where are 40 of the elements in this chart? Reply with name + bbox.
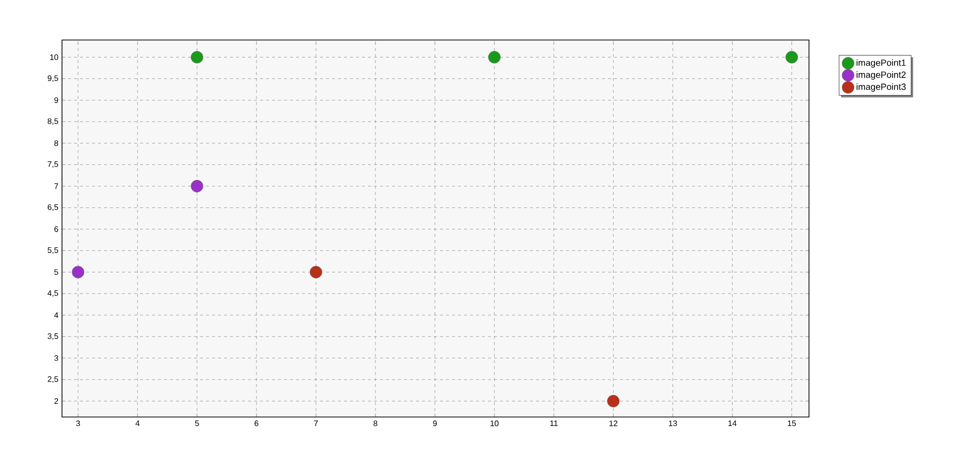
y-tick-label: 5,5 — [48, 247, 58, 254]
legend-label: imagePoint2 — [856, 71, 906, 80]
x-tick-label: 14 — [728, 420, 736, 426]
point — [488, 50, 501, 64]
y-tick-label: 9 — [54, 97, 58, 104]
legend-label: imagePoint1 — [856, 59, 906, 68]
y-tick-label: 9,5 — [48, 75, 58, 82]
x-tick-label: 6 — [254, 420, 258, 426]
y-tick-label: 10 — [50, 54, 58, 60]
point — [190, 180, 204, 192]
x-tick-label: 3 — [76, 420, 80, 426]
y-tick-label: 5 — [54, 269, 58, 275]
x-tick-label: 7 — [314, 420, 318, 426]
x-tick-label: 9 — [433, 420, 437, 426]
x-tick-label: 12 — [609, 420, 618, 426]
y-tick-label: 7,5 — [48, 161, 58, 168]
y-tick-label: 6,5 — [48, 204, 58, 211]
point — [310, 266, 322, 278]
point — [786, 50, 798, 64]
y-tick-label: 4 — [54, 312, 58, 318]
y-tick-label: 8,5 — [48, 118, 58, 125]
point — [607, 394, 620, 408]
y-tick-label: 7 — [54, 183, 58, 189]
y-tick-label: 3,5 — [48, 333, 58, 340]
x-tick-label: 13 — [668, 420, 677, 426]
x-tick-label: 5 — [195, 420, 199, 426]
y-tick-label: 4,5 — [48, 290, 58, 297]
x-tick-label: 4 — [136, 420, 140, 426]
x-tick-label: 15 — [788, 420, 796, 426]
point — [190, 50, 204, 64]
y-tick-label: 8 — [54, 140, 58, 146]
y-tick-label: 2,5 — [48, 376, 58, 383]
point — [72, 266, 84, 278]
y-tick-label: 6 — [54, 226, 58, 232]
x-tick-label: 10 — [490, 420, 499, 426]
x-tick-label: 8 — [374, 420, 378, 426]
y-tick-label: 3 — [54, 355, 58, 361]
y-tick-label: 2 — [54, 398, 58, 404]
legend-label: imagePoint3 — [856, 83, 906, 92]
x-tick-label: 11 — [550, 420, 558, 426]
